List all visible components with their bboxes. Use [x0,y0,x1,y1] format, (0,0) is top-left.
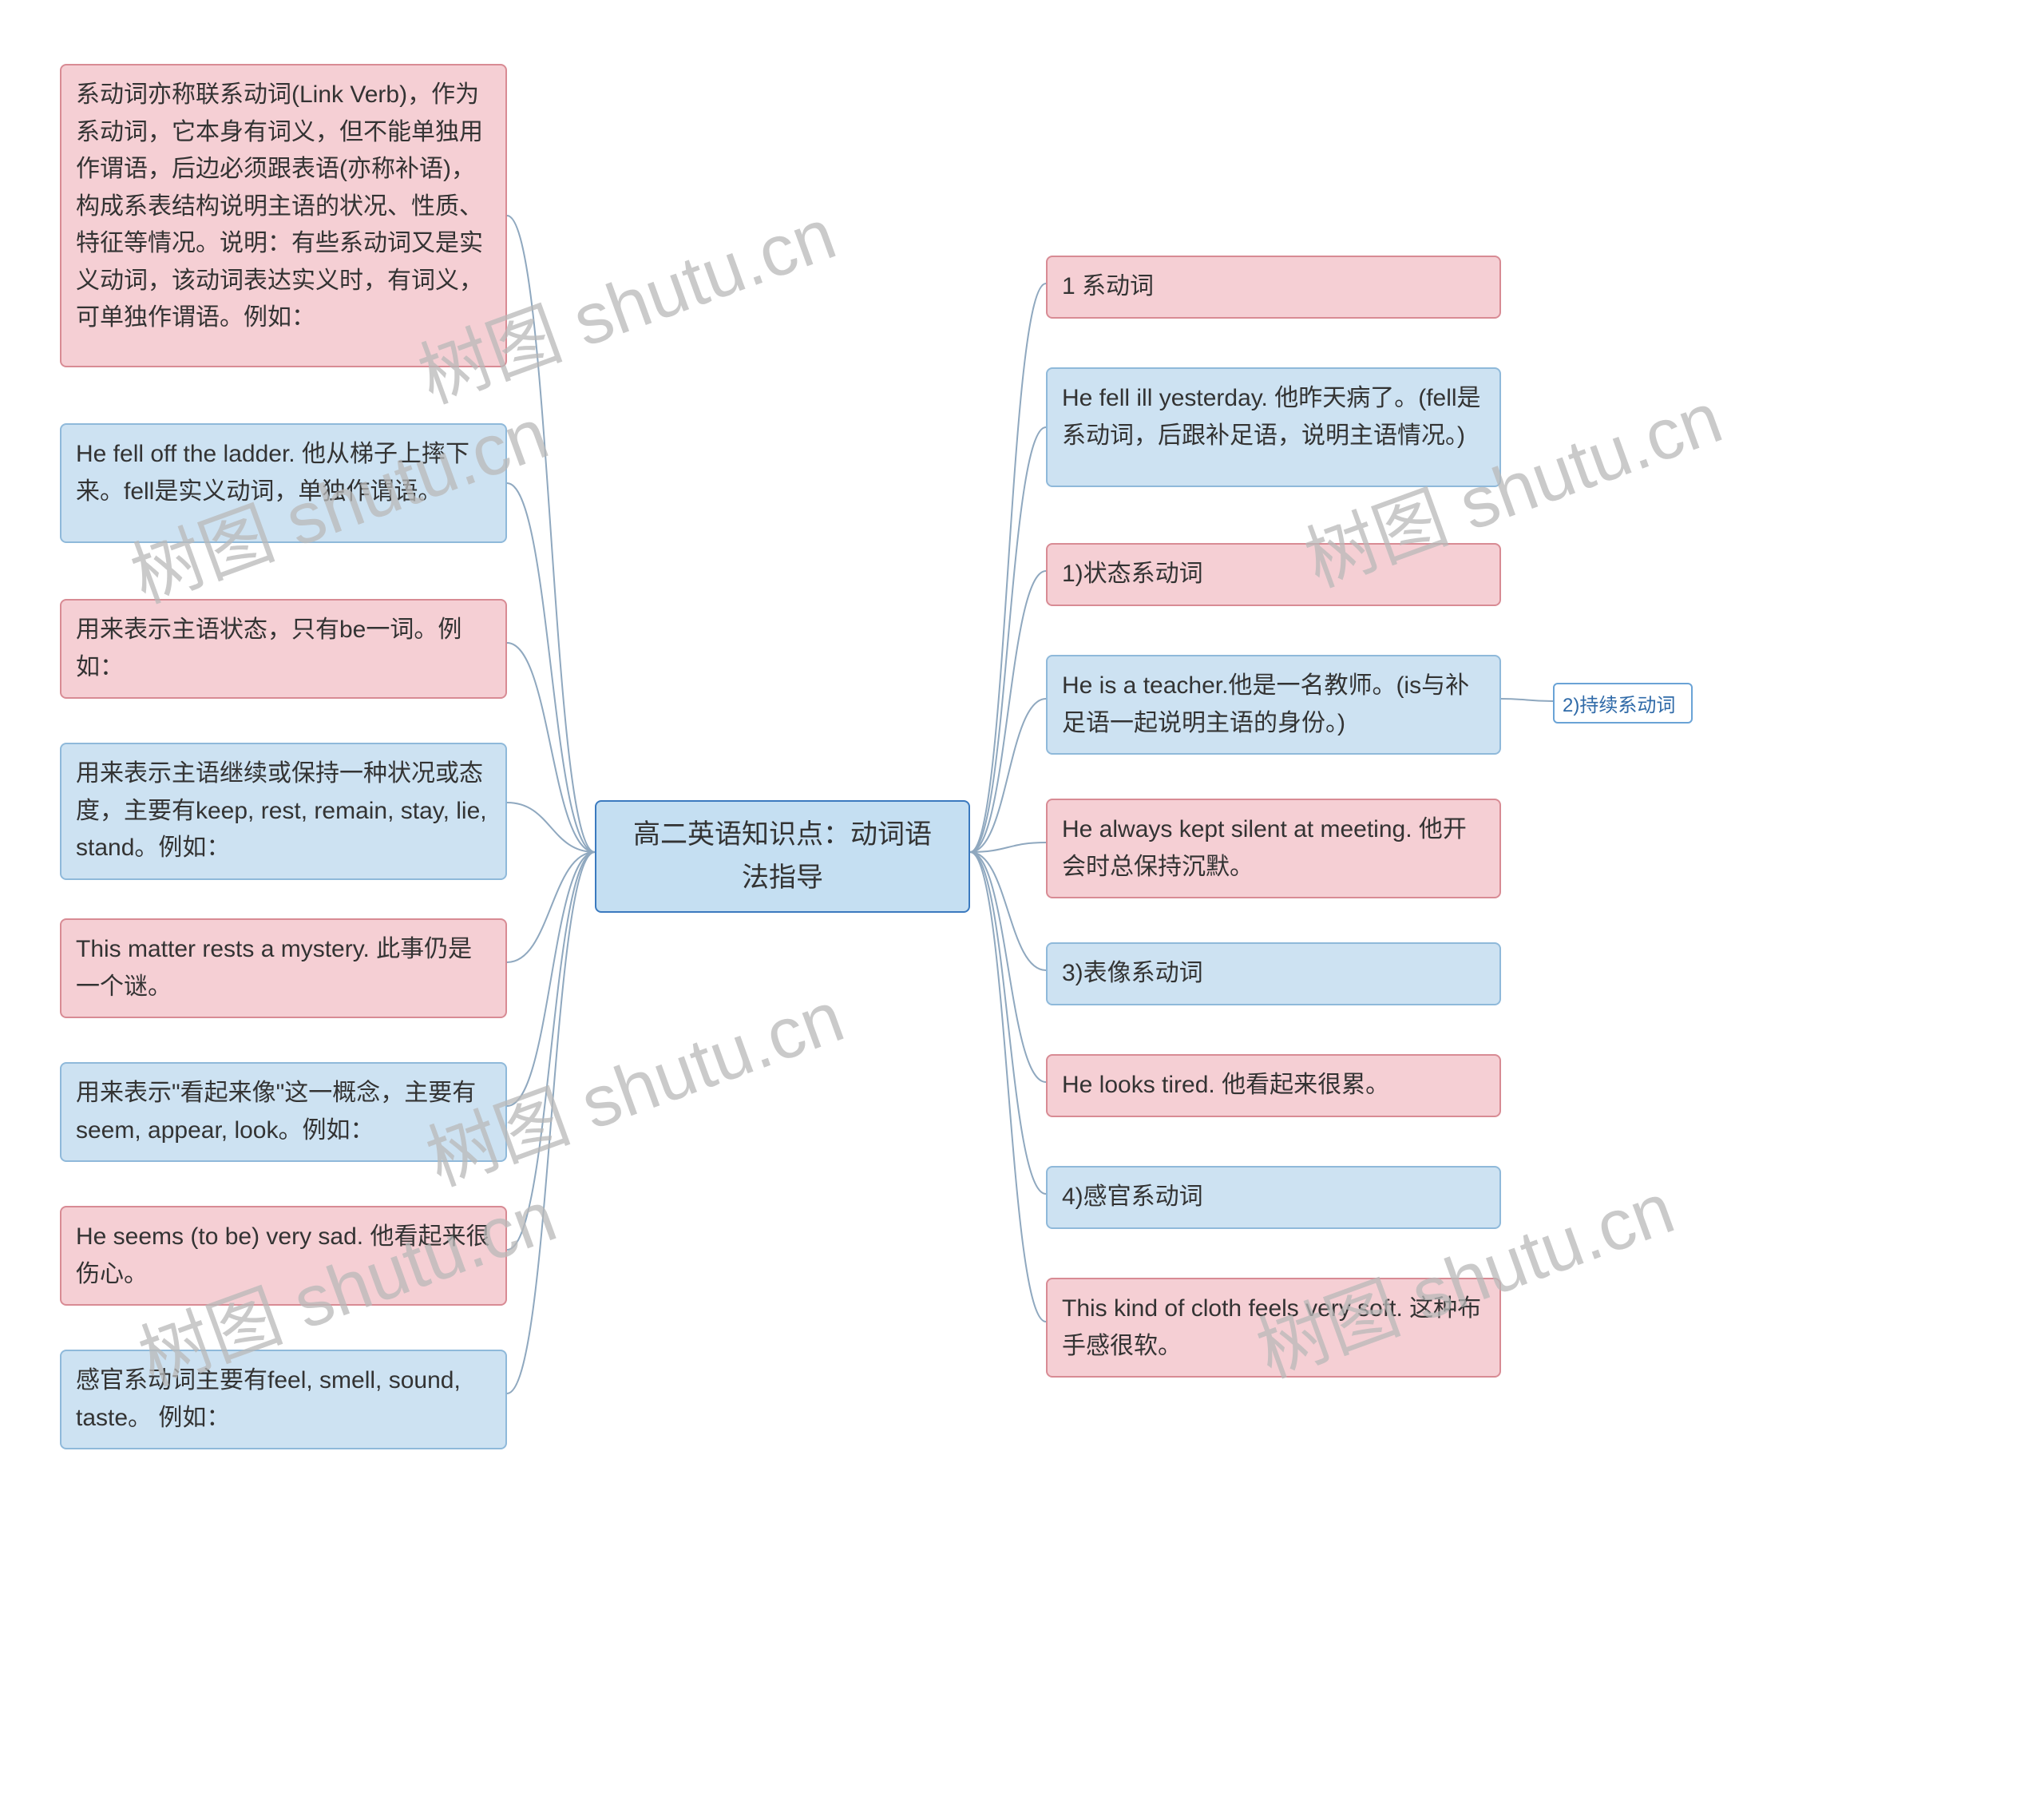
left-node-5: This matter rests a mystery. 此事仍是一个谜。 [60,918,507,1018]
right-node-1: 1 系动词 [1046,256,1501,319]
right-node-4-child: 2)持续系动词 [1553,683,1693,724]
right-node-4: He is a teacher.他是一名教师。(is与补足语一起说明主语的身份。… [1046,655,1501,755]
node-text: 用来表示主语状态，只有be一词。例如： [76,617,461,680]
node-text: He fell off the ladder. 他从梯子上摔下来。fell是实义… [76,441,469,505]
node-text: He looks tired. 他看起来很累。 [1062,1072,1389,1098]
left-node-7: He seems (to be) very sad. 他看起来很伤心。 [60,1206,507,1306]
node-text: 4)感官系动词 [1062,1183,1203,1210]
node-text: 1)状态系动词 [1062,561,1203,587]
node-text: He always kept silent at meeting. 他开会时总保… [1062,816,1467,880]
node-text: 用来表示主语继续或保持一种状况或态度，主要有keep, rest, remain… [76,760,487,861]
right-node-9: This kind of cloth feels very soft. 这种布手… [1046,1278,1501,1378]
node-text: 感官系动词主要有feel, smell, sound, taste。 例如： [76,1367,461,1431]
child-text: 2)持续系动词 [1563,695,1675,716]
right-node-2: He fell ill yesterday. 他昨天病了。(fell是系动词，后… [1046,367,1501,487]
left-node-2: He fell off the ladder. 他从梯子上摔下来。fell是实义… [60,423,507,543]
left-node-4: 用来表示主语继续或保持一种状况或态度，主要有keep, rest, remain… [60,743,507,880]
left-node-6: 用来表示"看起来像"这一概念，主要有seem, appear, look。例如： [60,1062,507,1162]
left-node-8: 感官系动词主要有feel, smell, sound, taste。 例如： [60,1350,507,1449]
node-text: This matter rests a mystery. 此事仍是一个谜。 [76,936,472,1000]
node-text: 1 系动词 [1062,273,1154,299]
node-text: He fell ill yesterday. 他昨天病了。(fell是系动词，后… [1062,385,1481,449]
left-node-1: 系动词亦称联系动词(Link Verb)，作为系动词，它本身有词义，但不能单独用… [60,64,507,367]
center-text: 高二英语知识点：动词语法指导 [633,819,932,893]
node-text: He is a teacher.他是一名教师。(is与补足语一起说明主语的身份。… [1062,672,1469,736]
node-text: 用来表示"看起来像"这一概念，主要有seem, appear, look。例如： [76,1080,476,1144]
node-text: 系动词亦称联系动词(Link Verb)，作为系动词，它本身有词义，但不能单独用… [76,81,483,331]
right-node-6: 3)表像系动词 [1046,942,1501,1005]
node-text: This kind of cloth feels very soft. 这种布手… [1062,1295,1481,1359]
center-node: 高二英语知识点：动词语法指导 [595,800,970,913]
mindmap-canvas: 高二英语知识点：动词语法指导 系动词亦称联系动词(Link Verb)，作为系动… [0,0,2044,1796]
right-node-5: He always kept silent at meeting. 他开会时总保… [1046,799,1501,898]
right-node-3: 1)状态系动词 [1046,543,1501,606]
right-node-8: 4)感官系动词 [1046,1166,1501,1229]
node-text: 3)表像系动词 [1062,960,1203,986]
left-node-3: 用来表示主语状态，只有be一词。例如： [60,599,507,699]
node-text: He seems (to be) very sad. 他看起来很伤心。 [76,1223,489,1287]
right-node-7: He looks tired. 他看起来很累。 [1046,1054,1501,1117]
